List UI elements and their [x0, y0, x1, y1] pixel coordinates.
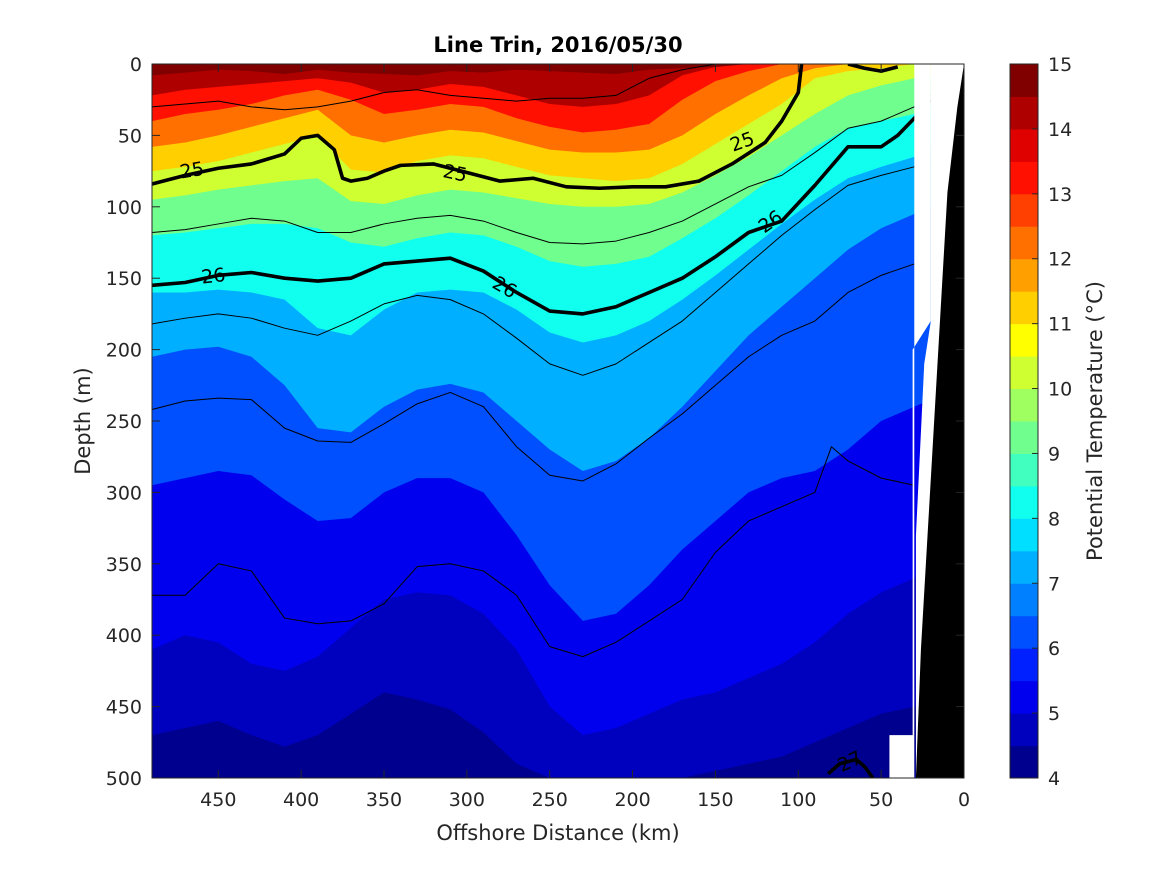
y-tick-label-6: 300	[106, 482, 142, 504]
y-tick-label-5: 250	[106, 411, 142, 433]
colorbar-swatch-8	[1010, 485, 1038, 519]
x-tick-label-0: 450	[200, 789, 236, 811]
colorbar-frame	[1009, 63, 1039, 779]
y-tick-label-7: 350	[106, 554, 142, 576]
colorbar-tick-label-10: 5	[1048, 703, 1060, 725]
colorbar: 15 14 13 12 11 10 9 8 7 6 5 4	[1009, 54, 1072, 790]
contour-line-0	[152, 64, 804, 191]
colorbar-tick-label-11: 4	[1048, 768, 1060, 790]
x-tick-label-6: 150	[697, 789, 733, 811]
colorbar-swatch-11	[1010, 388, 1038, 422]
colorbar-swatch-13	[1010, 323, 1038, 357]
contour-label-3: 26	[200, 264, 226, 288]
contour-label-0: 25	[178, 158, 206, 184]
colorbar-swatch-4	[1010, 615, 1038, 649]
x-tick-label-9: 0	[958, 789, 970, 811]
colorbar-tick-label-7: 8	[1048, 508, 1060, 530]
x-tick-label-2: 350	[366, 789, 402, 811]
y-tick-label-0: 0	[130, 54, 142, 76]
colorbar-tick-label-9: 6	[1048, 638, 1060, 660]
colorbar-label: Potential Temperature (°C)	[1083, 281, 1107, 561]
colorbar-swatch-5	[1010, 583, 1038, 617]
contour-line-6	[152, 446, 915, 658]
colorbar-swatch-0	[1010, 745, 1038, 779]
colorbar-swatch-19	[1010, 128, 1038, 162]
colorbar-tick-label-6: 9	[1048, 443, 1060, 465]
contour-line-2	[152, 64, 931, 111]
contour-line-4	[152, 163, 931, 376]
colorbar-swatch-12	[1010, 356, 1038, 390]
y-tick-label-1: 50	[118, 125, 142, 147]
colorbar-swatch-6	[1010, 550, 1038, 584]
bathymetry	[915, 64, 964, 778]
x-tick-label-3: 300	[449, 789, 485, 811]
y-tick-label-3: 150	[106, 268, 142, 290]
colorbar-swatch-18	[1010, 161, 1038, 195]
colorbar-swatch-16	[1010, 226, 1038, 260]
y-axis: 0 50 100 150 200 250 300 350 400 450 500	[106, 54, 964, 790]
x-axis: 450 400 350 300 250 200 150 100 50 0	[200, 64, 970, 811]
colorbar-tick-label-4: 11	[1048, 314, 1072, 336]
colorbar-swatch-9	[1010, 453, 1038, 487]
colorbar-swatch-7	[1010, 518, 1038, 552]
x-tick-label-7: 100	[780, 789, 816, 811]
contour-line-5	[152, 263, 915, 482]
chart-title: Line Trin, 2016/05/30	[433, 33, 682, 57]
colorbar-swatch-10	[1010, 421, 1038, 454]
colorbar-swatch-1	[1010, 713, 1038, 747]
colorbar-swatch-17	[1010, 193, 1038, 227]
y-tick-label-10: 500	[106, 768, 142, 790]
colorbar-swatch-3	[1010, 648, 1038, 682]
colorbar-swatch-21	[1010, 64, 1038, 97]
colorbar-tick-label-1: 14	[1048, 119, 1072, 141]
colorbar-tick-label-0: 15	[1048, 54, 1072, 76]
colorbar-swatch-2	[1010, 680, 1038, 714]
contour-fill-14	[152, 64, 961, 107]
colorbar-swatch-20	[1010, 96, 1038, 130]
y-tick-label-9: 450	[106, 697, 142, 719]
contour-fill-14.5	[152, 64, 961, 76]
colorbar-tick-label-3: 12	[1048, 249, 1072, 271]
y-tick-label-4: 200	[106, 340, 142, 362]
y-tick-label-8: 400	[106, 625, 142, 647]
contour-line-1	[152, 98, 933, 316]
colorbar-tick-label-2: 13	[1048, 184, 1072, 206]
y-axis-label: Depth (m)	[71, 367, 95, 474]
no-data-region	[889, 64, 931, 778]
colorbar-swatch-15	[1010, 258, 1038, 292]
colorbar-tick-label-8: 7	[1048, 573, 1060, 595]
x-tick-label-1: 400	[283, 789, 319, 811]
colorbar-swatch-14	[1010, 291, 1038, 325]
contour-line-8	[847, 64, 899, 73]
contour-line-3	[152, 95, 932, 245]
colorbar-tick-label-5: 10	[1048, 379, 1072, 401]
contour-label-1: 25	[441, 160, 469, 187]
y-tick-label-2: 100	[106, 197, 142, 219]
x-tick-label-4: 250	[532, 789, 568, 811]
x-tick-label-8: 50	[869, 789, 893, 811]
x-tick-label-5: 200	[614, 789, 650, 811]
contour-line-7	[826, 757, 875, 778]
x-axis-label: Offshore Distance (km)	[436, 821, 679, 845]
